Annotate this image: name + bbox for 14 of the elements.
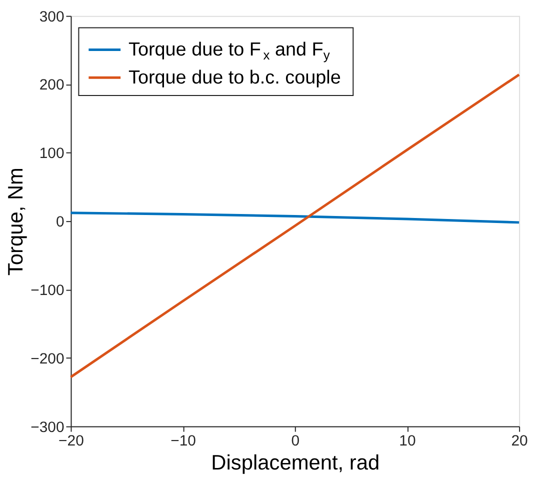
y-tick-label: −200 [30,350,64,368]
line-series [69,212,520,224]
legend-label: Torque due to b.c. couple [128,68,341,89]
x-tick-label: 0 [291,432,300,450]
x-axis-title: Displacement, rad [211,452,380,475]
y-tick-label: 0 [56,214,64,231]
y-tick-label: −100 [30,282,64,299]
x-tick-label: 10 [399,432,416,450]
x-tick-label: 20 [511,432,528,450]
y-tick-label: 300 [39,8,64,26]
y-tick-label: 200 [39,76,64,94]
y-tick-label: 100 [39,145,64,162]
y-axis-title: Torque, Nm [4,168,28,276]
x-tick-label: −10 [170,432,196,450]
